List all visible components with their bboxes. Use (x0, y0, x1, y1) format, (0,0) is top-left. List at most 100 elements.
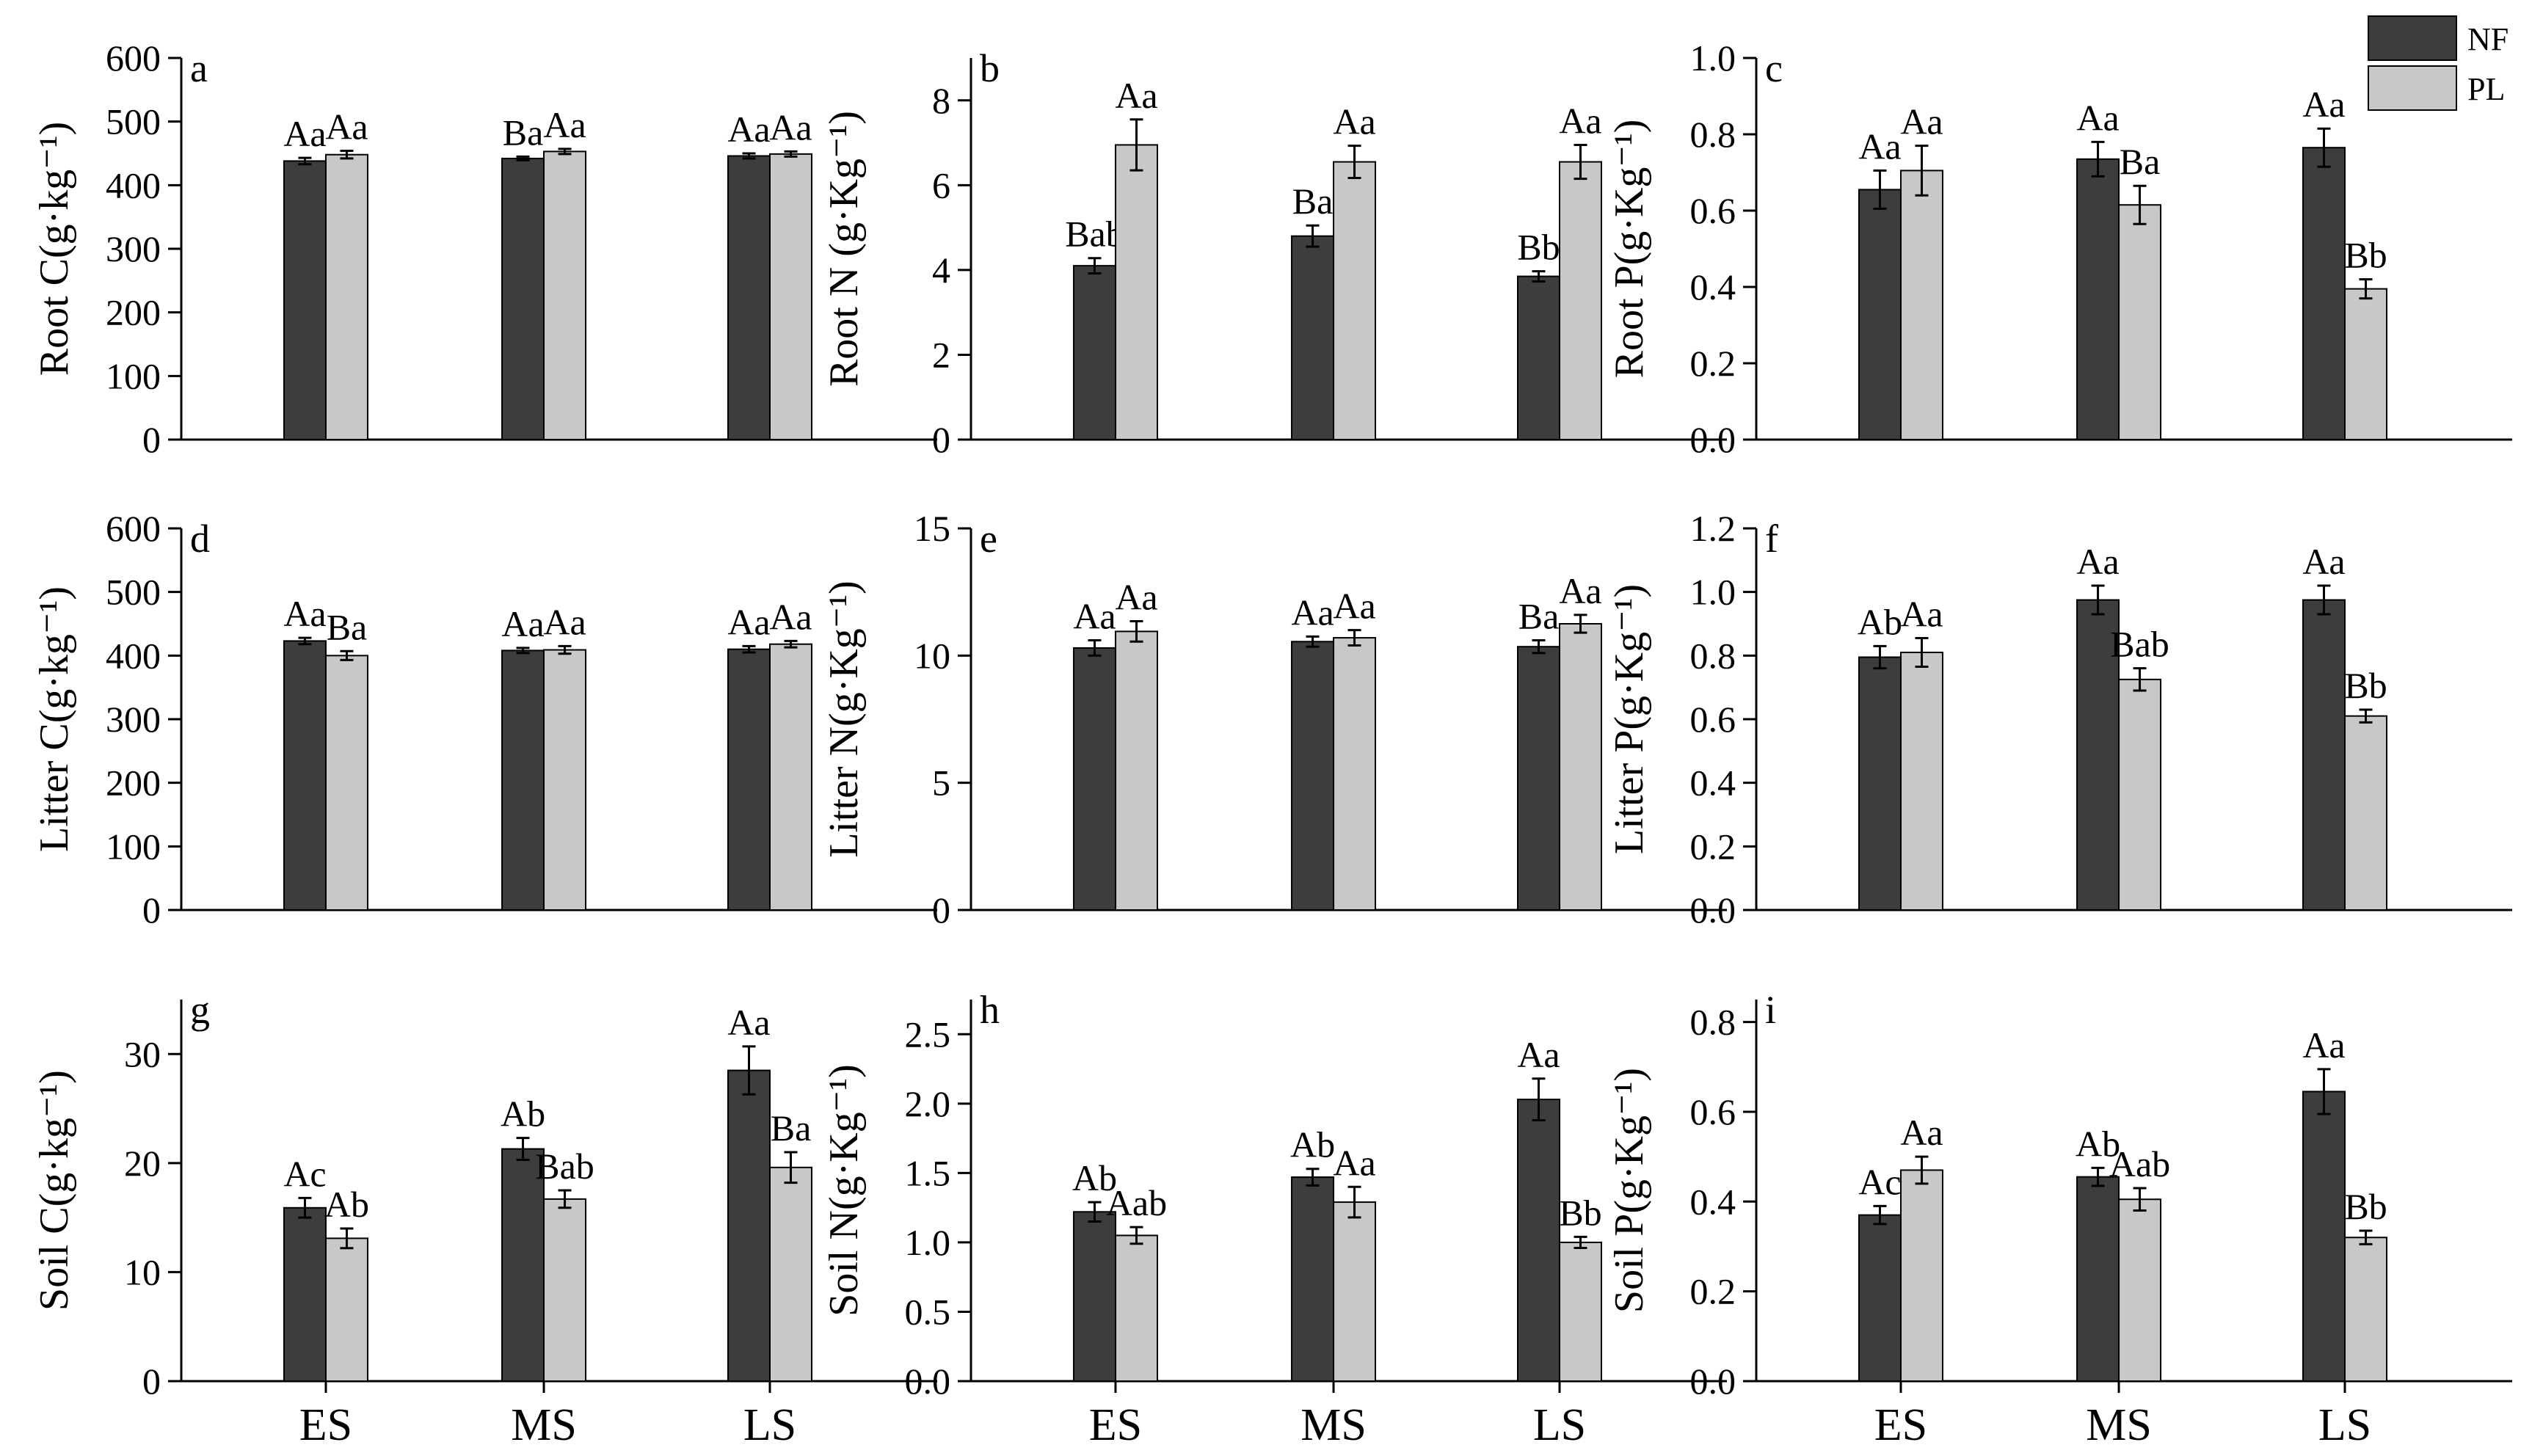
significance-label: Ba (771, 1107, 812, 1149)
y-tick-label: 6 (932, 164, 950, 205)
y-tick-label: 200 (106, 292, 161, 333)
legend-swatch-pl (2368, 65, 2457, 111)
panel-letter: g (190, 988, 210, 1032)
bar-nf (2302, 599, 2346, 911)
y-tick-label: 0.4 (1690, 266, 1736, 307)
significance-label: Aa (1333, 586, 1375, 627)
category-label: LS (743, 1400, 796, 1450)
bar-pl (1333, 1201, 1377, 1383)
y-tick-label: 300 (106, 228, 161, 269)
y-tick-label: 0 (142, 1361, 161, 1402)
category-label: LS (1533, 1400, 1586, 1450)
significance-label: Ba (1292, 181, 1334, 222)
significance-label: Ab (2076, 1123, 2120, 1164)
y-tick-label: 0.2 (1690, 1271, 1736, 1312)
y-tick-label: 1.0 (1690, 37, 1736, 79)
y-tick-label: 1.5 (905, 1152, 951, 1193)
y-axis-label: Soil C(g·kg⁻¹) (32, 1070, 77, 1311)
significance-label: Aa (1517, 1034, 1560, 1075)
significance-label: Aa (283, 593, 326, 634)
significance-label: Bab (2110, 624, 2169, 665)
significance-label: Ac (283, 1153, 326, 1194)
significance-label: Aa (2076, 541, 2119, 582)
bar-pl (543, 649, 587, 911)
bar-pl (2343, 715, 2387, 911)
y-tick-label: 15 (914, 508, 950, 549)
category-label: ES (1089, 1400, 1142, 1450)
bar-nf (2076, 158, 2120, 441)
significance-label: Ba (2120, 141, 2161, 182)
category-label: MS (2086, 1400, 2152, 1450)
y-tick-label: 2 (932, 334, 950, 375)
bar-pl (2118, 204, 2162, 440)
significance-label: Ab (1858, 601, 1902, 642)
y-tick-label: 0.6 (1690, 190, 1736, 231)
y-tick-label: 20 (124, 1143, 161, 1184)
y-tick-label: 10 (124, 1251, 161, 1292)
bar-nf (727, 648, 771, 911)
y-tick-label: 200 (106, 762, 161, 804)
y-tick-label: 0.2 (1690, 343, 1736, 384)
significance-label: Aa (2302, 1024, 2345, 1066)
panel-letter: h (980, 988, 1000, 1032)
category-label: MS (1300, 1400, 1367, 1450)
significance-label: Aa (2302, 541, 2345, 582)
legend-label-pl: PL (2467, 71, 2505, 107)
significance-label: Ab (324, 1184, 369, 1225)
significance-label: Aa (727, 1002, 770, 1043)
bar-nf (1516, 1099, 1560, 1383)
significance-label: Aa (727, 109, 770, 150)
significance-label: Aa (1559, 570, 1601, 611)
bar-pl (1114, 630, 1158, 911)
y-axis-label: Soil N(g·Kg⁻¹) (821, 1064, 867, 1316)
bar-pl (1899, 652, 1943, 911)
y-tick-label: 0 (932, 419, 950, 460)
y-tick-label: 0.8 (1690, 635, 1736, 676)
bar-pl (1114, 1234, 1158, 1383)
significance-label: Ba (327, 606, 368, 647)
panel-b: 0 2 4 6 8 Root N (g·Kg⁻¹) b Bab Aa Ba Aa Bb Aa (821, 46, 1727, 460)
y-tick-label: 0 (142, 889, 161, 931)
significance-label: Ab (501, 1093, 545, 1135)
bar-nf (2302, 147, 2346, 440)
y-tick-label: 0.6 (1690, 699, 1736, 740)
significance-label: Aa (1900, 1112, 1943, 1153)
significance-label: Aa (2076, 97, 2119, 138)
panel-letter: c (1765, 46, 1783, 90)
significance-label: Ac (1858, 1161, 1901, 1202)
legend: NF PL (2368, 15, 2509, 111)
significance-label: Aa (769, 596, 812, 637)
bar-pl (1333, 161, 1377, 441)
y-axis-label: Litter N(g·Kg⁻¹) (821, 580, 867, 858)
bar-nf (727, 1069, 771, 1382)
panel-letter: d (190, 517, 210, 561)
significance-label: Aab (2109, 1143, 2170, 1184)
significance-label: Aa (1333, 1142, 1375, 1183)
bar-nf (283, 1206, 327, 1383)
bar-nf (1858, 189, 1902, 440)
bar-nf (501, 649, 545, 911)
category-label: ES (299, 1400, 352, 1450)
bar-pl (1899, 1169, 1943, 1382)
y-tick-label: 0.4 (1690, 1181, 1736, 1222)
significance-label: Bb (2344, 1186, 2387, 1227)
bar-pl (1114, 144, 1158, 440)
bar-pl (1558, 623, 1602, 911)
y-tick-label: 1.0 (1690, 572, 1736, 613)
significance-label: Ab (1072, 1157, 1117, 1198)
y-tick-label: 1.2 (1690, 508, 1736, 549)
y-axis-label: Root C(g·kg⁻¹) (32, 122, 77, 376)
bar-pl (2343, 1237, 2387, 1383)
y-tick-label: 30 (124, 1033, 161, 1074)
y-tick-label: 400 (106, 164, 161, 205)
panel-letter: f (1765, 517, 1778, 561)
significance-label: Bab (535, 1146, 594, 1187)
y-tick-label: 0.0 (1690, 1361, 1736, 1402)
y-axis-label: Root P(g·Kg⁻¹) (1607, 120, 1652, 379)
panel-letter: a (190, 46, 208, 90)
bar-nf (1858, 656, 1902, 911)
significance-label: Aa (1900, 594, 1943, 635)
